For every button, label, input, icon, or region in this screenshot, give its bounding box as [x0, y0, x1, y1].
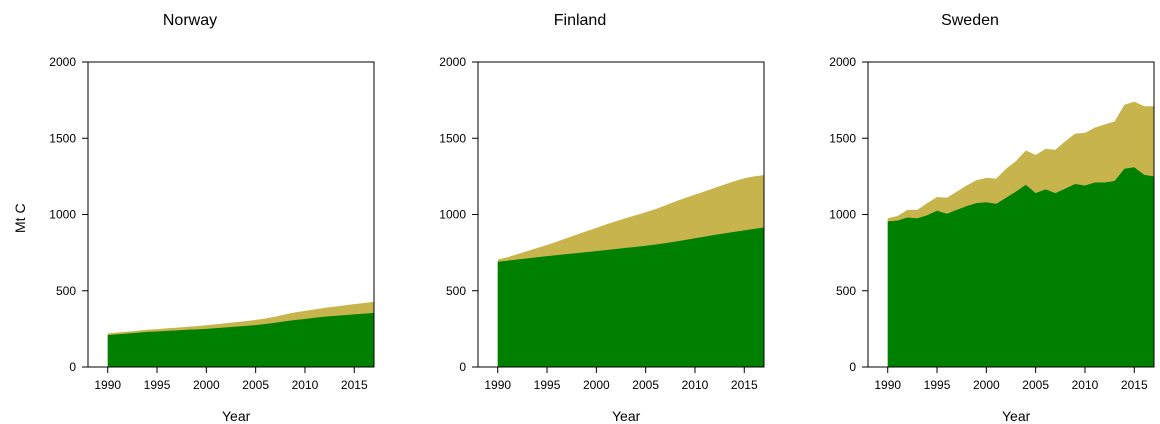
y-tick-label: 0: [459, 360, 466, 374]
plot-area: 0 500 1000 1500 2000 1990 1995 2000 2005 2010 2015: [829, 55, 1155, 392]
x-tick-label: 2005: [1022, 378, 1049, 392]
chart-panel-norway: Norway Mt C Year 0 500 1000 1500 2000 1990 199…: [0, 0, 380, 424]
y-tick-label: 2000: [829, 55, 856, 69]
y-tick-label: 2000: [49, 55, 76, 69]
chart-title: Finland: [553, 12, 607, 29]
x-tick-label: 1995: [924, 378, 951, 392]
x-tick-label: 1990: [94, 378, 121, 392]
y-tick-label: 500: [446, 284, 466, 298]
y-tick-label: 1000: [49, 208, 76, 222]
chart-panel-finland: Finland Year 0 500 1000 1500 2000 1990 1995 200…: [390, 0, 770, 424]
x-axis-label: Year: [1002, 408, 1031, 424]
x-tick-label: 2005: [242, 378, 269, 392]
x-tick-label: 2015: [731, 378, 758, 392]
y-tick-label: 1000: [829, 208, 856, 222]
y-tick-label: 500: [836, 284, 856, 298]
y-tick-label: 1000: [439, 208, 466, 222]
plot-area: 0 500 1000 1500 2000 1990 1995 2000 2005 2010 2015: [439, 55, 765, 392]
y-tick-label: 0: [69, 360, 76, 374]
x-axis-label: Year: [222, 408, 251, 424]
y-tick-label: 1500: [829, 131, 856, 145]
chart-title: Sweden: [941, 12, 999, 29]
y-tick-label: 500: [56, 284, 76, 298]
x-tick-label: 1995: [144, 378, 171, 392]
area-series-lower: [497, 227, 764, 367]
x-tick-label: 2010: [292, 378, 319, 392]
plot-area: 0 500 1000 1500 2000 1990 1995 2000 2005 2010 2015: [49, 55, 375, 392]
x-tick-label: 2015: [341, 378, 368, 392]
y-tick-label: 1500: [439, 131, 466, 145]
x-tick-label: 2000: [583, 378, 610, 392]
x-tick-label: 2000: [973, 378, 1000, 392]
y-tick-label: 1500: [49, 131, 76, 145]
y-tick-label: 0: [849, 360, 856, 374]
y-tick-label: 2000: [439, 55, 466, 69]
x-tick-label: 1990: [484, 378, 511, 392]
x-tick-label: 2005: [632, 378, 659, 392]
area-series-lower: [107, 312, 375, 367]
x-tick-label: 1990: [874, 378, 901, 392]
x-tick-label: 2010: [1072, 378, 1099, 392]
area-series-lower: [887, 167, 1154, 367]
x-axis-label: Year: [612, 408, 641, 424]
x-tick-label: 2000: [193, 378, 220, 392]
x-tick-label: 2015: [1121, 378, 1148, 392]
x-tick-label: 2010: [682, 378, 709, 392]
chart-panel-sweden: Sweden Year 0 500 1000 1500 2000 1990 1995 2000…: [780, 0, 1160, 424]
chart-title: Norway: [162, 12, 218, 29]
x-tick-label: 1995: [534, 378, 561, 392]
